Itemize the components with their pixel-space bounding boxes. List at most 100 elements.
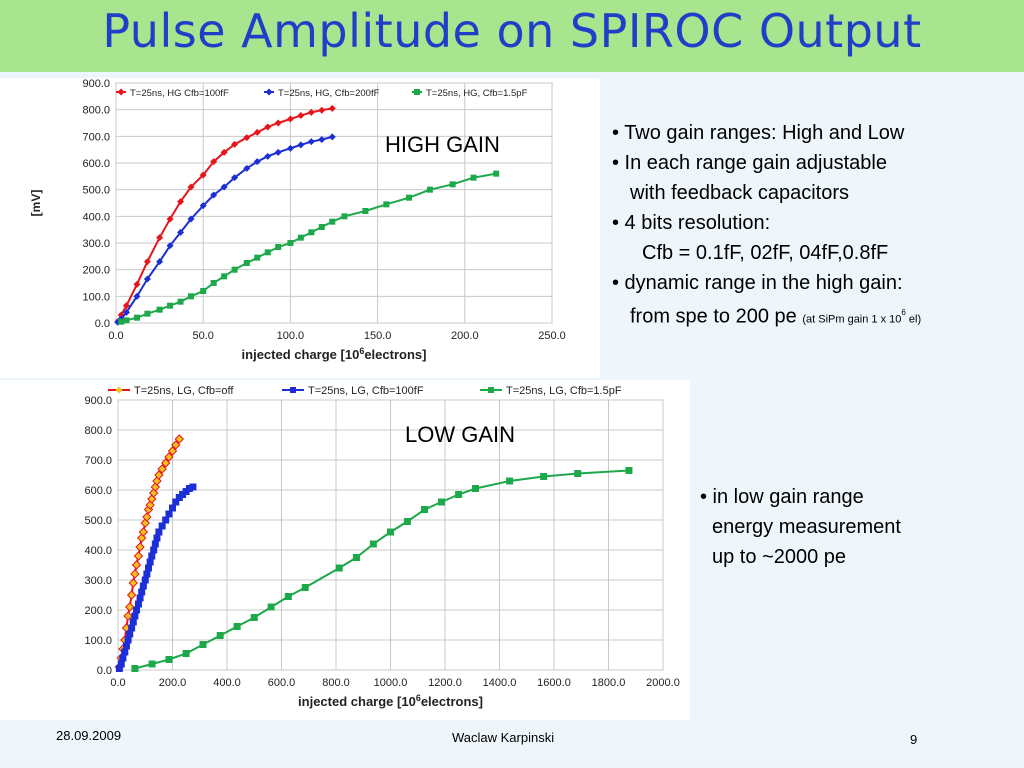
data-point xyxy=(352,554,360,561)
data-point xyxy=(162,516,170,524)
data-point xyxy=(133,606,141,614)
note-sup: 6 xyxy=(901,308,906,317)
legend-swatch-marker xyxy=(265,88,273,96)
legend-label: T=25ns, LG, Cfb=1.5pF xyxy=(506,385,622,397)
data-point xyxy=(243,164,251,172)
data-point xyxy=(143,275,151,283)
data-point xyxy=(328,133,336,141)
data-point xyxy=(177,298,184,305)
data-point xyxy=(143,258,151,266)
data-point xyxy=(164,452,174,462)
y-tick-label: 600.0 xyxy=(84,485,112,497)
data-point xyxy=(144,310,151,317)
data-point xyxy=(625,467,633,474)
series-line xyxy=(116,107,333,323)
data-point xyxy=(133,314,140,321)
y-tick-label: 300.0 xyxy=(82,238,110,250)
legend-swatch-marker xyxy=(117,88,125,96)
data-point xyxy=(455,491,463,498)
data-point xyxy=(221,273,228,280)
data-point xyxy=(157,464,167,474)
data-point xyxy=(182,650,190,657)
data-point xyxy=(177,228,185,236)
y-tick-label: 800.0 xyxy=(82,105,110,117)
data-point xyxy=(128,578,138,588)
y-tick-label: 100.0 xyxy=(82,291,110,303)
note-line: Cfb = 0.1fF, 02fF, 04fF,0.8fF xyxy=(642,242,889,264)
high-gain-chart: 0.0 100.0 200.0 300.0 400.0 500.0 600.0 700.0 80… xyxy=(0,78,600,378)
plot-area xyxy=(115,82,553,324)
high-gain-chart-svg: 0.0 100.0 200.0 300.0 400.0 500.0 600.0 700.0 80… xyxy=(0,78,600,378)
y-tick-label: 0.0 xyxy=(95,318,110,330)
y-tick-label: 500.0 xyxy=(82,185,110,197)
note-line: • 4 bits resolution: xyxy=(612,212,771,234)
data-point xyxy=(472,485,480,492)
data-point xyxy=(233,623,241,630)
note-line: • dynamic range in the high gain: xyxy=(612,272,903,294)
data-point xyxy=(231,140,239,148)
data-point xyxy=(318,224,325,230)
data-point xyxy=(156,306,163,313)
data-point xyxy=(169,504,176,512)
x-axis-label: injected charge [106electrons] xyxy=(298,693,483,709)
x-tick-label: 50.0 xyxy=(192,330,213,342)
data-point xyxy=(403,518,411,525)
data-point xyxy=(143,570,151,578)
data-point xyxy=(286,115,294,123)
data-point xyxy=(574,470,582,477)
data-point xyxy=(165,510,173,518)
data-point xyxy=(126,590,137,600)
data-point xyxy=(156,234,164,242)
x-tick-label: 250.0 xyxy=(538,330,566,342)
data-point xyxy=(142,512,152,522)
data-point xyxy=(297,112,305,120)
data-point xyxy=(231,266,238,273)
data-point xyxy=(387,528,394,536)
footer-date: 28.09.2009 xyxy=(56,728,122,743)
data-point xyxy=(253,158,261,166)
high-gain-label: HIGH GAIN xyxy=(385,132,500,157)
data-point xyxy=(437,498,445,506)
legend-label: T=25ns, HG, Cfb=1.5pF xyxy=(426,88,528,99)
y-axis-label: [mV] xyxy=(29,190,43,217)
y-tick-label: 500.0 xyxy=(84,515,112,527)
data-point xyxy=(166,242,174,250)
low-gain-label: LOW GAIN xyxy=(405,422,516,447)
data-point xyxy=(187,183,195,191)
data-point xyxy=(341,213,348,220)
data-point xyxy=(153,534,161,542)
data-point xyxy=(124,636,132,644)
data-point xyxy=(297,234,304,241)
data-point xyxy=(540,473,548,480)
x-tick-label: 0.0 xyxy=(110,677,125,689)
data-point xyxy=(199,641,207,648)
note-line: from spe to 200 pe (at SiPm gain 1 x 106… xyxy=(612,298,921,335)
y-tick-label: 900.0 xyxy=(84,395,112,407)
x-tick-label: 0.0 xyxy=(108,330,123,342)
data-point xyxy=(286,144,294,152)
x-tick-label: 200.0 xyxy=(159,677,187,689)
data-point xyxy=(179,491,187,498)
data-point xyxy=(125,602,135,612)
data-point xyxy=(126,630,134,638)
data-point xyxy=(267,603,275,611)
data-point xyxy=(119,654,127,662)
x-tick-label: 1600.0 xyxy=(537,677,571,689)
data-point xyxy=(141,576,149,584)
legend-label: T=25ns, HG, Cfb=200fF xyxy=(278,88,380,99)
note-small: (at SiPm gain 1 x 10 xyxy=(802,313,902,326)
data-point xyxy=(275,244,282,250)
data-point xyxy=(128,624,136,632)
note-text: from spe to 200 pe xyxy=(630,305,797,328)
x-tick-label: 2000.0 xyxy=(646,677,680,689)
data-point xyxy=(131,665,139,672)
x-axis-label-text: injected charge [10 xyxy=(242,347,360,362)
data-point xyxy=(123,317,130,324)
data-point xyxy=(115,665,123,672)
y-tick-label: 600.0 xyxy=(82,158,110,170)
data-point xyxy=(118,318,125,325)
data-point xyxy=(156,258,164,266)
note-line: • In each range gain adjustable xyxy=(612,152,887,174)
data-point xyxy=(167,302,174,309)
data-point xyxy=(133,292,141,300)
